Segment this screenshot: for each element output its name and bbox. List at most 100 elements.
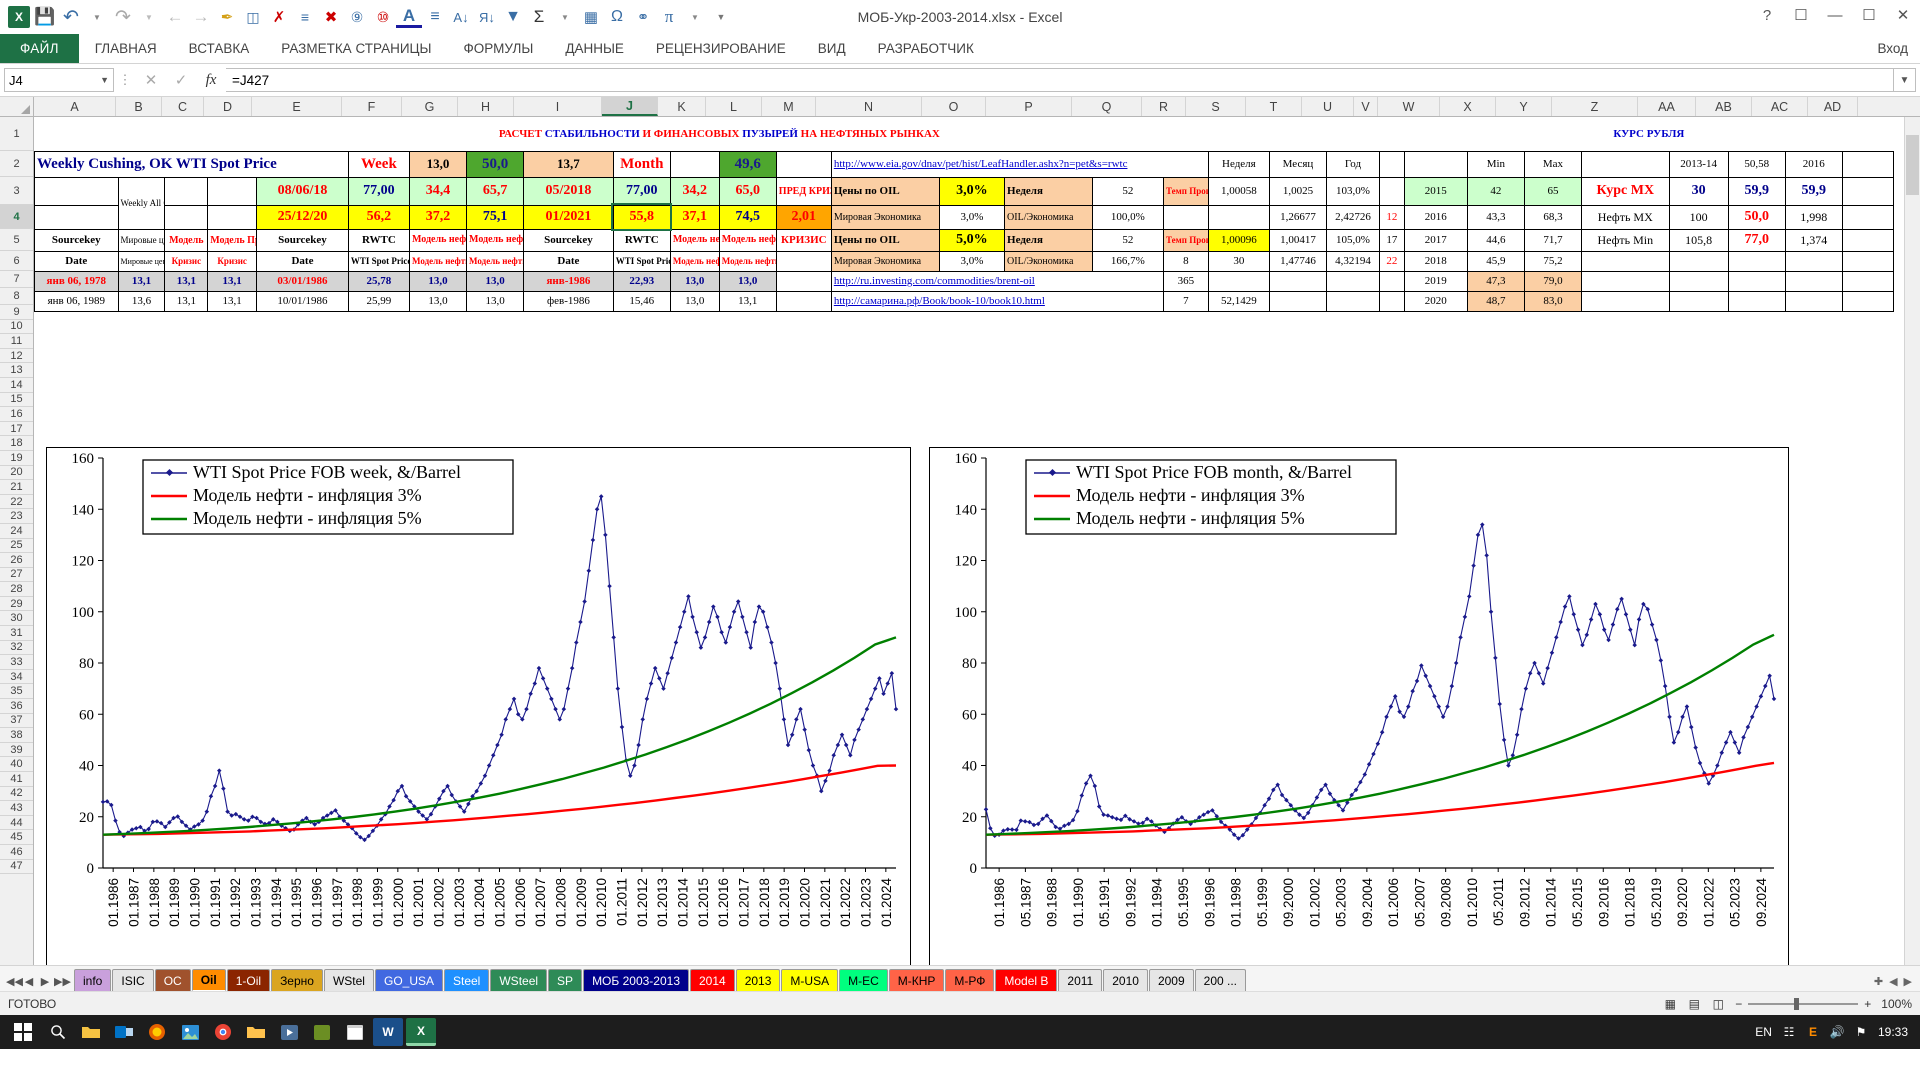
- row-header-42[interactable]: 42: [0, 786, 33, 802]
- tab-scroll-left-icon[interactable]: ◀: [1889, 976, 1898, 988]
- cell-AD5[interactable]: [1841, 228, 1895, 252]
- tab-scroll-right-icon[interactable]: ▶: [1903, 976, 1912, 988]
- cell-R3[interactable]: Темп Прогноз: [1162, 176, 1209, 206]
- redo-dropdown-icon[interactable]: ▼: [145, 12, 153, 22]
- cell-K6[interactable]: Модель нефти - инфля: [669, 250, 720, 272]
- media-icon[interactable]: [274, 1018, 304, 1046]
- row-header-36[interactable]: 36: [0, 699, 33, 714]
- cell-D6[interactable]: Кризис: [207, 250, 258, 272]
- cell-V8[interactable]: [1379, 290, 1405, 312]
- row-header-16[interactable]: 16: [0, 407, 33, 422]
- cell-S3[interactable]: 1,00058: [1207, 176, 1270, 206]
- cell-R4[interactable]: [1162, 204, 1209, 230]
- cell-AB7[interactable]: [1727, 270, 1786, 292]
- zoom-slider[interactable]: − +: [1735, 997, 1871, 1011]
- cell-S8[interactable]: 52,1429: [1207, 290, 1270, 312]
- cell-AB8[interactable]: [1727, 290, 1786, 312]
- cell-Y3[interactable]: 65: [1523, 176, 1582, 206]
- cell-M7[interactable]: [775, 270, 832, 292]
- cell-A2[interactable]: Weekly Cushing, OK WTI Spot Price: [34, 150, 349, 178]
- cell-J2[interactable]: Month: [612, 150, 671, 178]
- antivirus-icon[interactable]: E: [1808, 1025, 1817, 1039]
- row-header-7[interactable]: 7: [0, 271, 33, 288]
- row-header-38[interactable]: 38: [0, 728, 33, 743]
- row-header-32[interactable]: 32: [0, 640, 33, 656]
- cell-T3[interactable]: 1,0025: [1268, 176, 1328, 206]
- cell-N3[interactable]: Цены по OIL: [830, 176, 940, 206]
- pi-dropdown-icon[interactable]: ▼: [691, 12, 699, 22]
- row-header-39[interactable]: 39: [0, 742, 33, 758]
- row-header-19[interactable]: 19: [0, 450, 33, 466]
- cell-Y8[interactable]: 83,0: [1523, 290, 1582, 312]
- cell-Z8[interactable]: [1580, 290, 1670, 312]
- autosum-dropdown-icon[interactable]: ▼: [561, 12, 569, 22]
- cell-AD4[interactable]: [1841, 204, 1895, 230]
- cell-M2[interactable]: [775, 150, 832, 178]
- cell-J3[interactable]: 77,00: [612, 176, 671, 206]
- chevron-down-icon[interactable]: ▼: [100, 75, 109, 85]
- column-header-T[interactable]: T: [1246, 97, 1302, 116]
- cell-W3[interactable]: 2015: [1403, 176, 1468, 206]
- cell-L5[interactable]: Модель нефти -: [718, 228, 777, 252]
- cell-I3[interactable]: 05/2018: [523, 176, 614, 206]
- row-header-35[interactable]: 35: [0, 684, 33, 700]
- cell-P6[interactable]: OIL/Экономика: [1004, 250, 1093, 272]
- cell-V2[interactable]: [1379, 150, 1405, 178]
- cell-AC3[interactable]: 59,9: [1784, 176, 1843, 206]
- cell-X3[interactable]: 42: [1466, 176, 1525, 206]
- tab-data[interactable]: ДАННЫЕ: [565, 41, 624, 56]
- cell-E7[interactable]: 03/01/1986: [256, 270, 349, 292]
- row-header-13[interactable]: 13: [0, 363, 33, 378]
- clock-time[interactable]: 19:33: [1877, 1025, 1908, 1039]
- save-icon[interactable]: 💾: [34, 7, 56, 26]
- tab-file[interactable]: ФАЙЛ: [0, 34, 79, 63]
- cell-C7[interactable]: 13,1: [164, 270, 209, 292]
- sheet-tab-scroll[interactable]: ✚ ◀ ▶: [1874, 975, 1920, 991]
- close-icon[interactable]: ✕: [1896, 7, 1910, 24]
- row-header-5[interactable]: 5: [0, 229, 33, 251]
- sheet-tab--[interactable]: М-РФ: [945, 969, 995, 991]
- chrome-icon[interactable]: [208, 1018, 238, 1046]
- cell-AB4[interactable]: 50,0: [1727, 204, 1786, 230]
- column-header-E[interactable]: E: [252, 97, 342, 116]
- filter-icon[interactable]: ▼: [505, 8, 521, 25]
- cell-I4[interactable]: 01/2021: [523, 204, 614, 230]
- cell-AD2[interactable]: [1841, 150, 1895, 178]
- new-sheet-icon[interactable]: ✚: [1873, 976, 1884, 988]
- row-header-10[interactable]: 10: [0, 319, 33, 335]
- cell-I2[interactable]: 13,7: [523, 150, 614, 178]
- sort-asc-icon[interactable]: А↓: [453, 9, 469, 25]
- cell-N4[interactable]: Мировая Экономика: [830, 204, 940, 230]
- cell-K7[interactable]: 13,0: [669, 270, 720, 292]
- cell-D3[interactable]: [207, 176, 258, 206]
- column-header-U[interactable]: U: [1302, 97, 1354, 116]
- row-header-1[interactable]: 1: [0, 117, 33, 151]
- align-icon[interactable]: ≡: [430, 8, 440, 25]
- tab-home[interactable]: ГЛАВНАЯ: [94, 41, 157, 56]
- column-header-AA[interactable]: AA: [1638, 97, 1696, 116]
- undo-dropdown-icon[interactable]: ▼: [93, 12, 101, 22]
- search-icon[interactable]: [43, 1018, 73, 1046]
- cell-E3[interactable]: 08/06/18: [256, 176, 349, 206]
- cell-G5[interactable]: Модель нефти -: [408, 228, 468, 252]
- font-color-icon[interactable]: A: [396, 6, 422, 28]
- back-icon[interactable]: ←: [166, 7, 184, 26]
- row-header-31[interactable]: 31: [0, 626, 33, 641]
- row-header-8[interactable]: 8: [0, 288, 33, 305]
- column-header-B[interactable]: B: [116, 97, 162, 116]
- row-header-21[interactable]: 21: [0, 480, 33, 495]
- tab-page-layout[interactable]: РАЗМЕТКА СТРАНИЦЫ: [281, 41, 432, 56]
- cell-C5[interactable]: Модель: [164, 228, 209, 252]
- row-header-24[interactable]: 24: [0, 523, 33, 539]
- row-header-46[interactable]: 46: [0, 844, 33, 860]
- cell-I7[interactable]: янв-1986: [523, 270, 614, 292]
- column-header-AB[interactable]: AB: [1696, 97, 1752, 116]
- cell-H2[interactable]: 50,0: [466, 150, 525, 178]
- row-header-29[interactable]: 29: [0, 596, 33, 612]
- chart-weekly-wti[interactable]: 0 20 40 60 80 100 120 140 160 01.1986 01.1987 01.19…: [46, 447, 911, 965]
- cell-G2[interactable]: 13,0: [408, 150, 468, 178]
- cell-R8[interactable]: 7: [1162, 290, 1209, 312]
- cell-Z6[interactable]: [1580, 250, 1670, 272]
- insert-sheet-icon[interactable]: ▦: [583, 9, 599, 26]
- sheet-tab-model-b[interactable]: Model B: [995, 969, 1058, 991]
